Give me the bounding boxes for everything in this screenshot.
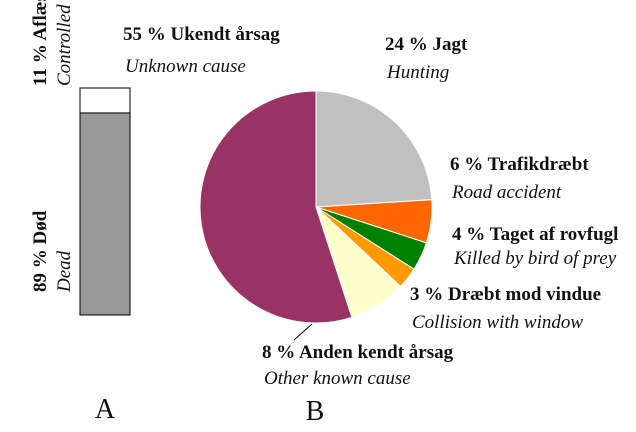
category-name: Taget af rovfugl — [490, 224, 619, 245]
value-text: 24 % — [385, 34, 428, 55]
translation: Collision with window — [412, 312, 583, 333]
value-label: 4 % Taget af rovfugl — [452, 224, 618, 245]
panel-label: A — [95, 394, 116, 425]
category-name: Ukendt årsag — [171, 24, 281, 45]
panel-label: B — [306, 396, 325, 427]
slice-label: 3 % Dræbt mod vindue Collision with windo… — [410, 284, 601, 333]
value-text: 89 % — [30, 249, 51, 292]
value-label: 6 % Trafikdræbt — [450, 154, 589, 175]
slice-label: 6 % Trafikdræbt Road accident — [450, 154, 589, 203]
translation: Other known cause — [264, 368, 411, 389]
slice-label: 55 % Ukendt årsag Unknown cause — [123, 24, 280, 77]
pie-slice — [199, 90, 353, 324]
translation: Road accident — [451, 182, 562, 203]
bar-segment — [79, 87, 131, 114]
value-label: 89 % Død — [30, 210, 51, 292]
value-text: 3 % — [410, 284, 443, 305]
value-label: 24 % Jagt — [385, 34, 468, 55]
slice-label: 4 % Taget af rovfugl Killed by bird of pr… — [452, 224, 618, 269]
leader-line — [293, 323, 313, 341]
value-label: 11 % Aflæst — [30, 0, 51, 86]
value-text: 4 % — [452, 224, 485, 245]
slice-label: 24 % Jagt Hunting — [385, 34, 468, 83]
category-name: Død — [30, 210, 51, 244]
bar-label: 11 % Aflæst Controlled — [30, 0, 75, 86]
value-text: 11 % — [30, 44, 51, 86]
translation: Controlled — [54, 4, 75, 86]
value-label: 8 % Anden kendt årsag — [262, 342, 454, 363]
bar-segment — [79, 112, 131, 316]
pie-slice — [315, 90, 433, 208]
value-label: 3 % Dræbt mod vindue — [410, 284, 601, 305]
category-name: Anden kendt årsag — [299, 342, 454, 363]
value-text: 8 % — [262, 342, 295, 363]
category-name: Trafikdræbt — [488, 154, 590, 175]
translation: Unknown cause — [125, 56, 246, 77]
value-label: 55 % Ukendt årsag — [123, 24, 280, 45]
translation: Dead — [54, 250, 75, 293]
category-name: Dræbt mod vindue — [448, 284, 601, 305]
slice-label: 8 % Anden kendt årsag Other known cause — [262, 342, 454, 389]
value-text: 6 % — [450, 154, 483, 175]
value-text: 55 % — [123, 24, 166, 45]
category-name: Aflæst — [30, 0, 51, 41]
translation: Hunting — [386, 62, 449, 83]
category-name: Jagt — [433, 34, 469, 55]
translation: Killed by bird of prey — [453, 248, 617, 269]
